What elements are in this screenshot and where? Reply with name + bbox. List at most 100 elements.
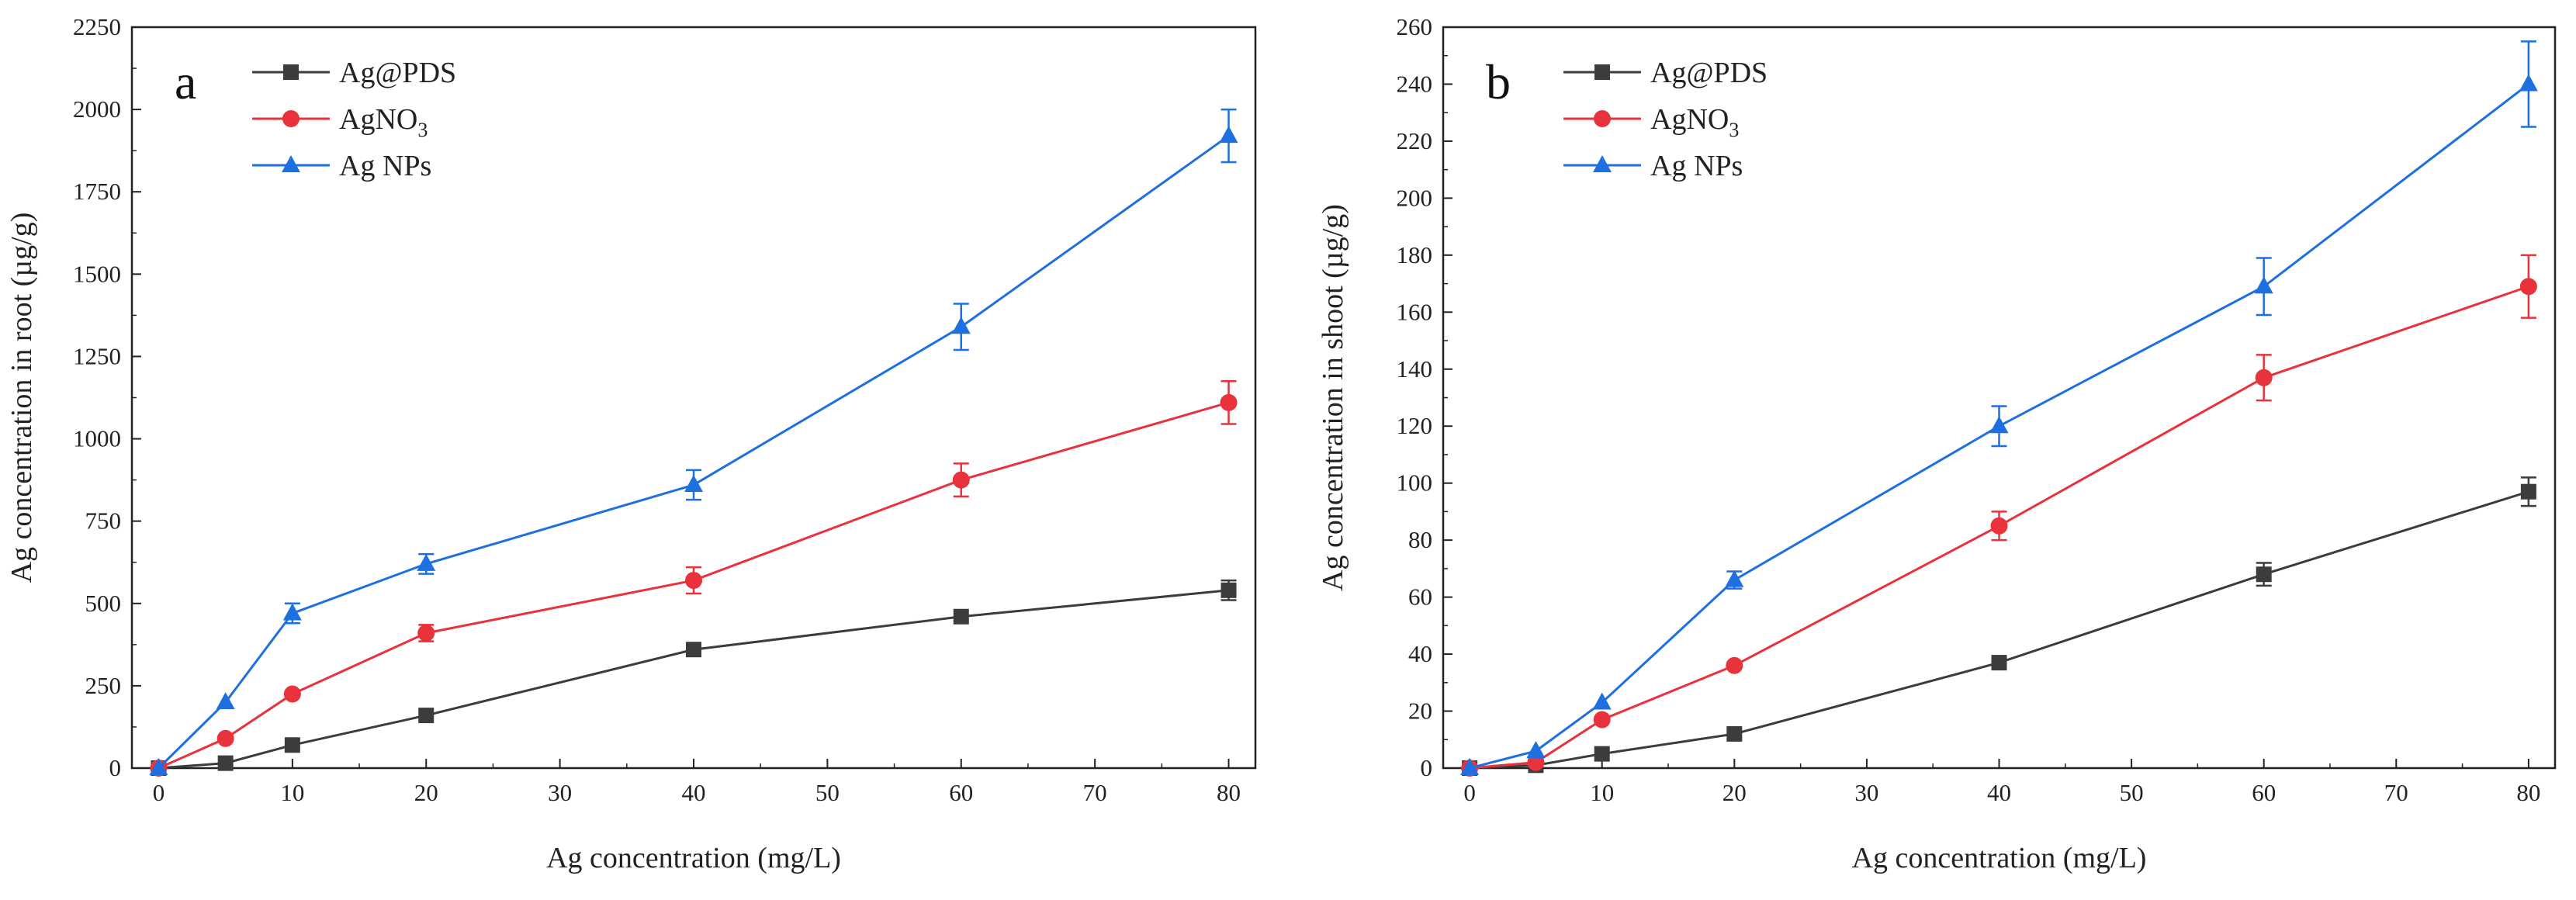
data-point (685, 572, 702, 590)
x-tick-label: 30 (548, 779, 572, 806)
data-point (1592, 692, 1612, 710)
y-tick-label: 20 (1408, 698, 1432, 725)
legend-marker (282, 155, 300, 172)
y-tick-label: 100 (1397, 469, 1433, 497)
y-tick-label: 220 (1397, 127, 1433, 154)
x-tick-label: 40 (1987, 779, 2011, 806)
y-tick-label: 80 (1408, 526, 1432, 553)
x-tick-label: 60 (949, 779, 973, 806)
data-point (1725, 569, 1744, 587)
y-tick-label: 260 (1397, 13, 1433, 40)
x-tick-label: 80 (2516, 779, 2540, 806)
legend-label: AgNO3 (1650, 103, 1739, 141)
data-point (418, 708, 435, 724)
data-point (1989, 416, 2009, 434)
data-point (1594, 746, 1610, 762)
data-point (2519, 278, 2537, 296)
data-point (2519, 74, 2538, 92)
y-tick-label: 0 (1421, 754, 1433, 781)
y-tick-label: 200 (1397, 184, 1433, 211)
y-tick-label: 60 (1408, 583, 1432, 611)
data-point (282, 603, 302, 621)
chart-panel-a: 0 10 20 30 40 50 60 70 80 0 250 500 750 1000 1250 1500 1… (5, 13, 1257, 874)
data-point (216, 729, 234, 747)
x-tick-label: 80 (1217, 779, 1241, 806)
y-tick-label: 250 (85, 672, 122, 699)
y-tick-label: 750 (85, 507, 122, 535)
series-square (151, 579, 1237, 776)
legend-label-subscript: 3 (417, 119, 428, 141)
data-point (1593, 711, 1611, 729)
y-tick-label: 160 (1397, 298, 1433, 325)
series-circle (1461, 254, 2537, 777)
series-line (158, 134, 1230, 770)
y-tick-label: 180 (1397, 241, 1433, 268)
panel-label: a (175, 54, 196, 109)
data-point (283, 685, 301, 703)
legend-label: Ag@PDS (339, 57, 456, 89)
data-point (952, 471, 970, 489)
y-tick-label: 2000 (73, 95, 121, 123)
y-axis-title: Ag concentration in shoot (µg/g) (1317, 204, 1349, 591)
data-point (1220, 393, 1238, 411)
x-tick-label: 40 (682, 779, 706, 806)
y-tick-label: 1250 (73, 342, 121, 369)
x-tick-label: 0 (1463, 779, 1476, 806)
data-point (2255, 369, 2273, 386)
data-point (1991, 655, 2007, 671)
series-circle (150, 380, 1238, 777)
legend-label: Ag NPs (339, 150, 431, 182)
data-point (2254, 276, 2273, 294)
x-tick-label: 10 (1590, 779, 1614, 806)
data-point (1990, 517, 2008, 535)
x-tick-label: 50 (2120, 779, 2144, 806)
x-tick-label: 70 (2384, 779, 2408, 806)
data-point (951, 317, 971, 334)
legend-marker (1594, 64, 1610, 80)
data-point (1460, 758, 1480, 775)
legend-marker (283, 64, 299, 80)
x-tick-label: 70 (1083, 779, 1107, 806)
y-tick-label: 0 (109, 754, 122, 781)
y-tick-label: 140 (1397, 355, 1433, 382)
data-point (216, 692, 235, 710)
data-point (1726, 725, 1743, 742)
y-tick-label: 2250 (73, 13, 121, 40)
y-tick-label: 120 (1397, 412, 1433, 439)
panel-label: b (1486, 54, 1511, 109)
x-tick-label: 20 (1723, 779, 1747, 806)
x-tick-label: 0 (153, 779, 165, 806)
legend-label: Ag NPs (1650, 150, 1743, 182)
data-point (1220, 582, 1237, 598)
data-point (417, 553, 436, 571)
data-point (1219, 126, 1238, 144)
y-axis-title: Ag concentration in root (µg/g) (5, 213, 38, 583)
data-point (686, 642, 701, 658)
data-point (1726, 656, 1743, 674)
y-tick-label: 1750 (73, 178, 121, 205)
data-point (1527, 753, 1545, 771)
legend-label-subscript: 3 (1729, 119, 1739, 141)
legend-label: Ag@PDS (1650, 57, 1768, 89)
chart-panel-b: 0 10 20 30 40 50 60 70 80 0 20 40 60 80 100 120 140 160 18… (1317, 13, 2557, 874)
series-line (158, 589, 1229, 770)
x-tick-label: 50 (815, 779, 840, 806)
data-point (1526, 740, 1546, 758)
y-tick-label: 1500 (73, 260, 121, 287)
data-point (2520, 483, 2536, 500)
y-tick-label: 240 (1397, 70, 1433, 97)
y-tick-label: 40 (1408, 640, 1432, 667)
x-tick-label: 60 (2252, 779, 2276, 806)
data-point (217, 755, 234, 771)
legend-marker (1594, 110, 1611, 127)
x-axis-title: Ag concentration (mg/L) (546, 842, 841, 874)
y-tick-label: 1000 (73, 425, 121, 452)
data-point (2256, 566, 2272, 583)
x-tick-label: 20 (414, 779, 438, 806)
legend-marker (282, 110, 299, 127)
legend-marker (1593, 155, 1612, 172)
legend-label: AgNO3 (339, 103, 428, 141)
x-tick-label: 10 (280, 779, 304, 806)
data-point (284, 737, 300, 753)
